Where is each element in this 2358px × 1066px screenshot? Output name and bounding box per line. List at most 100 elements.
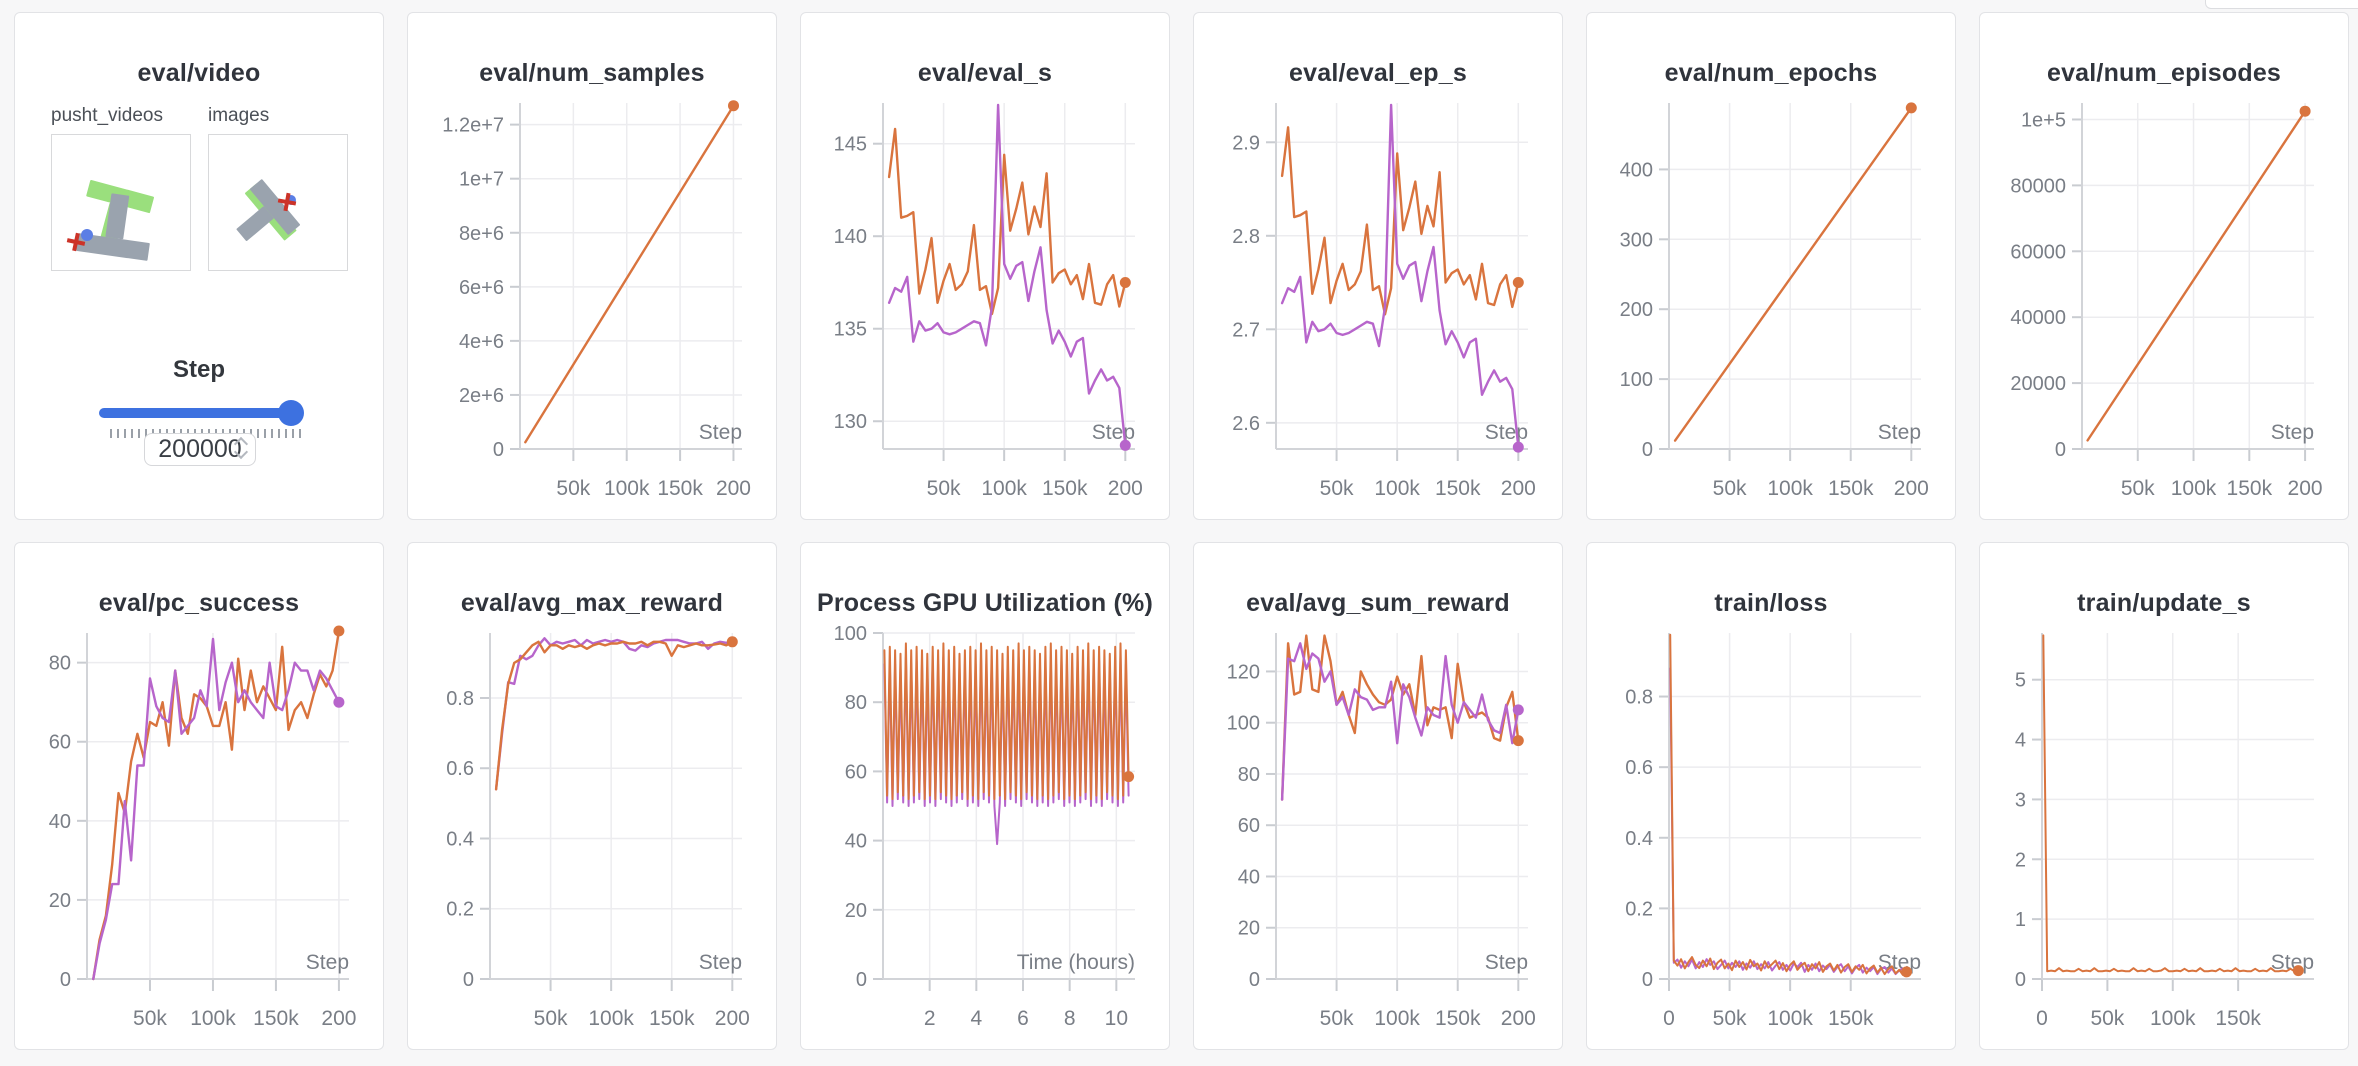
y-tick-label: 40 bbox=[49, 811, 71, 833]
y-tick-label: 60 bbox=[49, 732, 71, 754]
y-tick-label: 0.6 bbox=[446, 758, 474, 780]
x-axis-label: Time (hours) bbox=[1017, 951, 1135, 974]
goal-cross-icon bbox=[66, 232, 86, 252]
panel-title: eval/num_samples bbox=[479, 59, 705, 87]
series-line-purple bbox=[494, 637, 734, 791]
x-tick-label: 6 bbox=[1017, 1007, 1029, 1030]
panel-eval-num-epochs[interactable]: eval/num_epochs 0 100 200 300 400 50k 100k 150k… bbox=[1586, 12, 1956, 520]
series-end-dot-purple bbox=[333, 696, 345, 708]
y-tick-label: 2.8 bbox=[1232, 226, 1260, 248]
y-tick-label: 0 bbox=[493, 439, 504, 461]
step-input[interactable]: 200000 bbox=[144, 433, 256, 466]
y-tick-label: 1.2e+7 bbox=[442, 115, 504, 137]
series-line-purple bbox=[1280, 103, 1520, 449]
panel-eval-num-episodes[interactable]: eval/num_episodes 0 20000 40000 60000 80000 1… bbox=[1979, 12, 2349, 520]
x-axis-label: Step bbox=[1485, 951, 1528, 974]
gray-t-shape bbox=[236, 179, 301, 242]
y-tick-label: 80 bbox=[1238, 764, 1260, 786]
panel-eval-video[interactable]: eval/video pusht_videos bbox=[14, 12, 384, 520]
goal-cross-icon bbox=[277, 192, 297, 212]
y-tick-label: 80 bbox=[845, 692, 867, 714]
x-tick-label: 50k bbox=[556, 477, 590, 500]
panel-train-loss[interactable]: train/loss 0 0.2 0.4 0.6 0.8 0 50k 100k 150k Step bbox=[1586, 542, 1956, 1050]
y-tick-label: 1e+5 bbox=[2021, 109, 2066, 131]
y-tick-label: 2 bbox=[2015, 849, 2026, 871]
x-tick-label: 200 bbox=[1501, 477, 1536, 500]
x-tick-label: 100k bbox=[604, 477, 650, 500]
chart-eval-eval-s[interactable]: 130 135 140 145 50k 100k 150k 200 Step bbox=[801, 13, 1171, 521]
x-tick-label: 150k bbox=[2227, 477, 2273, 500]
x-tick-label: 50k bbox=[1713, 1007, 1747, 1030]
x-tick-label: 150k bbox=[1435, 477, 1481, 500]
panel-eval-num-samples[interactable]: eval/num_samples 0 2e+6 4e+6 6e+6 8e+6 1e+7 1.… bbox=[407, 12, 777, 520]
y-tick-label: 20 bbox=[1238, 918, 1260, 940]
panel-title: eval/avg_max_reward bbox=[460, 589, 724, 617]
slider-track[interactable] bbox=[99, 408, 301, 418]
pusht-video-frame-image bbox=[66, 179, 154, 261]
series-line-orange bbox=[1673, 106, 1913, 442]
y-tick-label: 200 bbox=[1620, 299, 1653, 321]
x-tick-label: 200 bbox=[2288, 477, 2323, 500]
x-tick-label: 150k bbox=[1435, 1007, 1481, 1030]
x-tick-label: 200 bbox=[1108, 477, 1143, 500]
x-tick-label: 150k bbox=[1042, 477, 1088, 500]
series-line-orange bbox=[883, 642, 1130, 801]
x-tick-label: 0 bbox=[2036, 1007, 2048, 1030]
video-thumbnail-pusht[interactable] bbox=[51, 134, 191, 271]
x-tick-label: 4 bbox=[970, 1007, 982, 1030]
chart-eval-num-samples[interactable]: 0 2e+6 4e+6 6e+6 8e+6 1e+7 1.2e+7 50k 100k 150k 20… bbox=[408, 13, 778, 521]
chart-eval-avg-sum-reward[interactable]: 0 20 40 60 80 100 120 50k 100k 150k 200 Step bbox=[1194, 543, 1564, 1051]
chart-process-gpu-utilization[interactable]: 0 20 40 60 80 100 2 4 6 8 10 Time (hours) bbox=[801, 543, 1171, 1051]
y-tick-label: 60000 bbox=[2010, 241, 2066, 263]
chart-eval-avg-max-reward[interactable]: 0 0.2 0.4 0.6 0.8 50k 100k 150k 200 Step bbox=[408, 543, 778, 1051]
panel-process-gpu-utilization[interactable]: Process GPU Utilization (%) 0 20 40 60 80 100… bbox=[800, 542, 1170, 1050]
panel-title: train/update_s bbox=[2077, 589, 2251, 617]
x-tick-label: 50k bbox=[1320, 477, 1354, 500]
y-tick-label: 2.6 bbox=[1232, 413, 1260, 435]
chart-eval-num-episodes[interactable]: 0 20000 40000 60000 80000 1e+5 50k 100k 150k 200 S… bbox=[1980, 13, 2350, 521]
y-tick-label: 20 bbox=[49, 890, 71, 912]
panel-title: eval/eval_ep_s bbox=[1289, 59, 1467, 87]
step-slider-label: Step bbox=[172, 356, 225, 383]
chart-eval-pc-success[interactable]: 0 20 40 60 80 50k 100k 150k 200 Step bbox=[15, 543, 385, 1051]
y-tick-label: 4 bbox=[2015, 730, 2026, 752]
slider-thumb-handle[interactable] bbox=[278, 400, 304, 426]
series-end-dot-orange bbox=[726, 636, 738, 648]
series-line-orange bbox=[524, 104, 735, 444]
y-tick-label: 0 bbox=[463, 969, 474, 991]
y-tick-label: 0 bbox=[856, 969, 867, 991]
panel-train-update-s[interactable]: train/update_s 0 1 2 3 4 5 0 50k 100k 150k Step bbox=[1979, 542, 2349, 1050]
chart-eval-eval-ep-s[interactable]: 2.6 2.7 2.8 2.9 50k 100k 150k 200 Step bbox=[1194, 13, 1564, 521]
panel-eval-avg-max-reward[interactable]: eval/avg_max_reward 0 0.2 0.4 0.6 0.8 50k 100k… bbox=[407, 542, 777, 1050]
x-tick-label: 200 bbox=[1894, 477, 1929, 500]
video-thumbnail-images[interactable] bbox=[208, 134, 348, 271]
y-tick-label: 20000 bbox=[2010, 373, 2066, 395]
series-line-orange bbox=[887, 127, 1127, 316]
y-tick-label: 2e+6 bbox=[459, 385, 504, 407]
x-axis-label: Step bbox=[1092, 421, 1135, 444]
series-line-orange bbox=[1669, 633, 1908, 976]
x-axis-label: Step bbox=[1878, 421, 1921, 444]
x-tick-label: 100k bbox=[1767, 477, 1813, 500]
x-tick-label: 100k bbox=[981, 477, 1027, 500]
panel-eval-eval-s[interactable]: eval/eval_s 130 135 140 145 50k 100k 150k 200 St… bbox=[800, 12, 1170, 520]
panel-eval-avg-sum-reward[interactable]: eval/avg_sum_reward 0 20 40 60 80 100 120 50k 10… bbox=[1193, 542, 1563, 1050]
panel-title: eval/avg_sum_reward bbox=[1246, 589, 1510, 617]
panel-eval-pc-success[interactable]: eval/pc_success 0 20 40 60 80 50k 100k 150k 200 S… bbox=[14, 542, 384, 1050]
series-line-orange bbox=[1280, 634, 1520, 801]
chart-eval-num-epochs[interactable]: 0 100 200 300 400 50k 100k 150k 200 Step bbox=[1587, 13, 1957, 521]
stepper-arrows[interactable] bbox=[233, 436, 249, 460]
media-thumbnails: pusht_videos bbox=[51, 105, 348, 271]
y-tick-label: 0.2 bbox=[446, 899, 474, 921]
series-end-dot-orange bbox=[728, 100, 739, 112]
y-tick-label: 1e+7 bbox=[459, 169, 504, 191]
x-axis-label: Step bbox=[699, 421, 742, 444]
step-slider[interactable] bbox=[99, 399, 304, 426]
x-tick-label: 100k bbox=[1374, 477, 1420, 500]
panel-eval-eval-ep-s[interactable]: eval/eval_ep_s 2.6 2.7 2.8 2.9 50k 100k 150k 20… bbox=[1193, 12, 1563, 520]
y-tick-label: 40 bbox=[845, 831, 867, 853]
x-tick-label: 100k bbox=[588, 1007, 634, 1030]
y-tick-label: 80000 bbox=[2010, 175, 2066, 197]
